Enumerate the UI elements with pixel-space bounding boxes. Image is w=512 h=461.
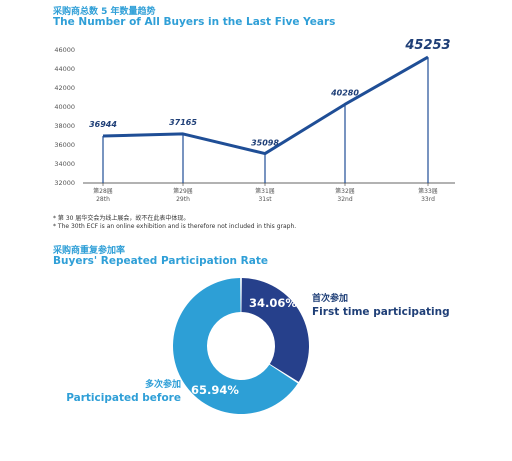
y-tick-label: 44000 <box>54 65 75 73</box>
legend-label: First time participating <box>312 306 450 318</box>
legend-label: Participated before <box>66 392 181 404</box>
slice-value-label: 65.94% <box>191 383 239 397</box>
donut-slice <box>172 278 298 415</box>
x-tick-label: 32nd <box>337 196 352 203</box>
donut-chart-title-cn: 采购商重复参加率 <box>53 246 126 256</box>
line-chart-title: The Number of All Buyers in the Last Fiv… <box>53 16 336 28</box>
x-tick-label-cn: 第33届 <box>418 187 438 195</box>
x-tick-label: 31st <box>258 196 272 203</box>
legend-label-cn: 多次参加 <box>145 378 181 390</box>
y-tick-label: 36000 <box>54 141 75 149</box>
x-tick-label-cn: 第31届 <box>255 187 275 195</box>
series-line <box>102 55 429 156</box>
y-tick-label: 46000 <box>54 46 75 54</box>
x-tick-label-cn: 第32届 <box>335 187 355 195</box>
y-tick-label: 34000 <box>54 160 75 168</box>
line-chart: 32000 34000 36000 38000 40000 42000 44000 46000… <box>54 38 455 203</box>
data-label: 40280 <box>330 88 359 97</box>
x-tick-label-cn: 第28届 <box>93 187 113 195</box>
line-chart-title-cn: 采购商总数 5 年数量趋势 <box>53 7 156 17</box>
data-label: 37165 <box>169 118 197 127</box>
y-tick-label: 40000 <box>54 103 75 111</box>
x-tick-label-cn: 第29届 <box>173 187 193 195</box>
legend-label-cn: 首次参加 <box>312 292 348 304</box>
x-tick-label: 33rd <box>421 196 435 203</box>
donut-chart-title: Buyers' Repeated Participation Rate <box>53 255 268 267</box>
slice-value-label: 34.06% <box>249 296 297 310</box>
y-tick-label: 38000 <box>54 122 75 130</box>
footnote-en: * The 30th ECF is an online exhibition a… <box>53 223 297 230</box>
y-tick-label: 42000 <box>54 84 75 92</box>
footnote-cn: * 第 30 届华交会为线上展会，故不在此表中体现。 <box>53 215 190 222</box>
x-tick-label: 29th <box>176 196 190 203</box>
data-label: 45253 <box>404 38 450 53</box>
y-tick-label: 32000 <box>54 179 75 187</box>
x-tick-label: 28th <box>96 196 110 203</box>
donut-slice <box>241 278 309 382</box>
data-label: 35098 <box>251 139 279 148</box>
donut-chart: 34.06% 65.94% 首次参加 First time participating… <box>66 278 450 415</box>
data-label: 36944 <box>89 120 117 129</box>
